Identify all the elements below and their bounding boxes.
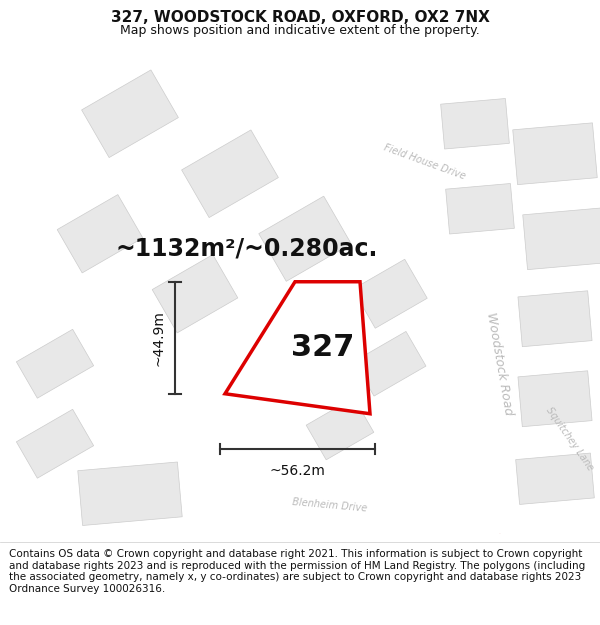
Polygon shape (515, 453, 595, 504)
Polygon shape (16, 409, 94, 478)
Polygon shape (518, 371, 592, 427)
Text: 327: 327 (291, 333, 354, 362)
Text: Field House Drive: Field House Drive (383, 142, 467, 181)
Polygon shape (306, 398, 374, 460)
Polygon shape (523, 208, 600, 269)
Polygon shape (82, 70, 178, 158)
Polygon shape (78, 462, 182, 526)
Polygon shape (16, 329, 94, 398)
Text: Contains OS data © Crown copyright and database right 2021. This information is : Contains OS data © Crown copyright and d… (9, 549, 585, 594)
Polygon shape (354, 331, 426, 396)
Polygon shape (57, 194, 143, 273)
Polygon shape (446, 184, 514, 234)
Polygon shape (518, 291, 592, 347)
Polygon shape (440, 99, 509, 149)
Text: Squitchey Lane: Squitchey Lane (544, 405, 596, 472)
Polygon shape (182, 130, 278, 218)
Text: ~1132m²/~0.280ac.: ~1132m²/~0.280ac. (115, 237, 377, 261)
Text: ~44.9m: ~44.9m (151, 310, 165, 366)
Polygon shape (225, 282, 370, 414)
Text: ~56.2m: ~56.2m (269, 464, 325, 478)
Polygon shape (259, 196, 351, 281)
Polygon shape (152, 254, 238, 333)
Text: Woodstock Road: Woodstock Road (485, 311, 515, 416)
Text: Blenheim Drive: Blenheim Drive (292, 498, 368, 514)
Polygon shape (353, 259, 427, 328)
Polygon shape (513, 123, 597, 184)
Text: Map shows position and indicative extent of the property.: Map shows position and indicative extent… (120, 24, 480, 36)
Text: 327, WOODSTOCK ROAD, OXFORD, OX2 7NX: 327, WOODSTOCK ROAD, OXFORD, OX2 7NX (110, 10, 490, 25)
